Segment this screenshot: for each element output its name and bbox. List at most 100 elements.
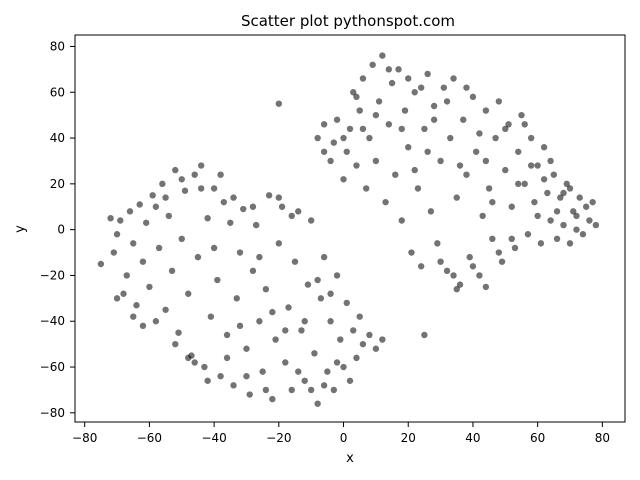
scatter-point [333,116,341,123]
scatter-point [482,283,490,291]
scatter-point [269,308,276,316]
scatter-point [495,249,503,256]
scatter-point [482,157,490,165]
scatter-point [324,368,331,375]
scatter-point [460,116,467,123]
scatter-point [573,212,580,220]
scatter-point [165,212,173,220]
scatter-point [479,212,486,220]
scatter-point [340,176,347,183]
scatter-point [110,249,118,256]
scatter-point [540,144,548,151]
scatter-point [553,235,561,242]
scatter-point [440,84,448,91]
scatter-point [278,203,286,210]
scatter-point [372,157,380,165]
scatter-point [450,75,457,82]
y-tick-label: 60 [50,85,65,99]
scatter-point [340,363,347,371]
scatter-point [414,185,422,192]
scatter-point [582,203,590,210]
scatter-point [557,194,564,201]
scatter-point [220,198,228,206]
scatter-point [142,219,150,226]
scatter-point [576,194,583,201]
scatter-point [456,162,464,169]
x-tick-label: −20 [266,431,291,445]
scatter-point [172,340,179,348]
scatter-point [123,272,130,279]
y-tick-label: 0 [57,223,65,237]
scatter-point [417,263,425,270]
scatter-point [152,203,160,210]
scatter-point [395,66,402,73]
scatter-point [398,125,405,133]
scatter-point [427,208,435,215]
scatter-point [372,111,380,119]
scatter-point [421,331,428,339]
scatter-point [398,217,405,224]
scatter-point [495,98,503,105]
scatter-point [133,302,140,309]
scatter-point [330,139,338,146]
plot-frame [74,34,626,423]
scatter-point [236,249,244,256]
scatter-point [185,290,192,297]
scatter-point [382,198,389,206]
scatter-point [337,336,344,343]
scatter-point [443,267,451,275]
scatter-point [592,221,600,229]
scatter-point [155,244,163,252]
scatter-point [191,359,198,366]
scatter-point [301,377,308,384]
scatter-point [469,263,477,270]
scatter-point [230,382,237,389]
scatter-point [498,258,506,265]
scatter-point [197,185,205,192]
scatter-point [463,171,470,178]
scatter-point [311,350,318,357]
scatter-point [492,134,499,142]
scatter-point [330,386,338,394]
scatter-point [531,198,538,206]
scatter-point [362,185,370,192]
scatter-point [476,272,483,279]
scatter-point [401,107,409,114]
scatter-point [353,162,360,169]
scatter-point [502,125,509,133]
scatter-point [333,272,341,279]
scatter-point [201,363,208,371]
scatter-point [366,331,373,339]
scatter-point [320,253,328,261]
scatter-point [210,244,218,252]
scatter-point [307,386,315,394]
scatter-point [295,208,302,215]
scatter-point [269,395,276,403]
scatter-point [262,386,270,394]
chart-title: Scatter plot pythonspot.com [241,12,455,30]
scatter-point [353,93,360,101]
x-tick-label: 0 [340,431,348,445]
scatter-point [272,336,279,343]
scatter-point [424,70,431,78]
scatter-point [120,290,127,297]
scatter-point [505,121,512,128]
scatter-point [375,98,383,105]
scatter-point [353,354,360,362]
scatter-point [139,322,147,330]
scatter-point [408,249,415,256]
scatter-point [252,221,260,229]
scatter-point [570,208,577,215]
scatter-point [485,185,493,192]
scatter-point [466,253,473,261]
scatter-point [560,221,567,229]
scatter-point [489,235,496,242]
scatter-point [275,240,283,247]
scatter-point [243,345,250,352]
scatter-point [359,125,367,133]
scatter-point [172,166,179,174]
scatter-point [385,121,393,128]
scatter-point [359,340,367,348]
y-axis-ticks: −80 −60 −40 −20 0 20 40 60 80 [40,39,75,420]
